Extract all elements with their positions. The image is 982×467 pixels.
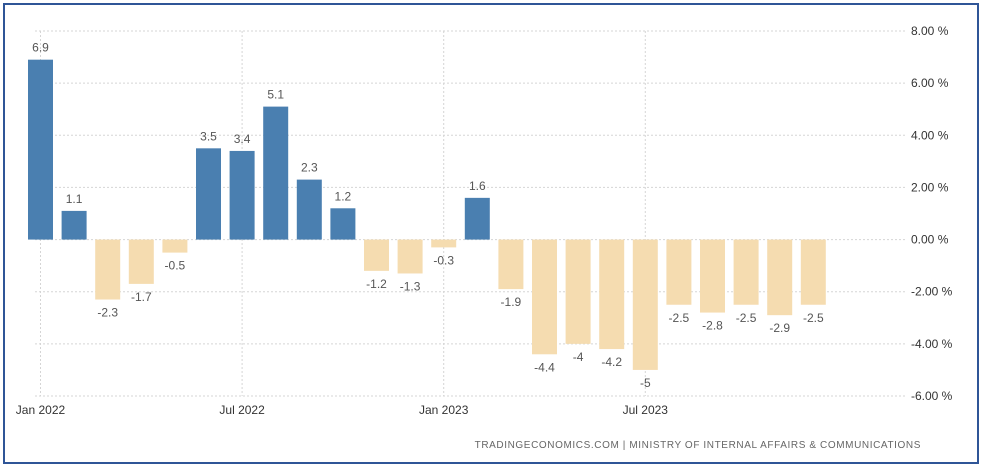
bar [431,239,457,248]
data-label: 3.5 [200,129,217,143]
bar [733,239,759,305]
data-label: -1.3 [400,279,421,293]
y-axis-tick-labels: 8.00 % 6.00 % 4.00 % 2.00 % 0.00 % -2.00 % -4.… [911,24,953,403]
bar-chart: 8.00 % 6.00 % 4.00 % 2.00 % 0.00 % -2.00 % -4.… [16,24,953,451]
y-tick-label: 0.00 % [911,233,949,247]
bar [95,239,121,300]
bar [128,239,154,284]
data-label: -2.5 [736,311,757,325]
data-label: 2.3 [301,161,318,175]
bar [532,239,557,355]
bar [498,239,524,290]
bar [700,239,725,313]
data-label: -0.3 [433,253,454,267]
data-label: 6.9 [32,41,49,55]
data-label: -2.8 [702,319,723,333]
data-label: -1.9 [501,295,522,309]
data-label: 1.1 [66,192,83,206]
bar [296,179,322,240]
data-label: -4.2 [601,355,622,369]
data-label: -2.3 [97,306,118,320]
bar [364,239,389,271]
x-axis-tick-labels: Jan 2022 Jul 2022 Jan 2023 Jul 2023 [16,403,669,417]
y-tick-label: -6.00 % [911,389,953,403]
data-label: 5.1 [267,88,284,102]
x-tick-label: Jul 2023 [623,403,669,417]
data-label: -2.9 [769,321,790,335]
bar [599,239,625,350]
bar [464,197,490,240]
bar [397,239,423,274]
data-label: -2.5 [803,311,824,325]
y-tick-label: -4.00 % [911,337,953,351]
y-tick-label: 8.00 % [911,24,949,38]
data-label: -5 [640,376,651,390]
bar [196,148,221,240]
x-tick-label: Jul 2022 [219,403,265,417]
bar [565,239,591,344]
bar [800,239,826,305]
bar [330,208,356,240]
data-label: 1.2 [335,189,352,203]
y-tick-label: 2.00 % [911,180,949,194]
data-label: 3.4 [234,132,251,146]
data-label: -1.7 [131,290,152,304]
bar [28,59,53,240]
data-label: -2.5 [669,311,690,325]
bar [767,239,793,316]
y-tick-label: 4.00 % [911,128,949,142]
x-tick-label: Jan 2023 [419,403,469,417]
data-label: -4.4 [534,360,555,374]
x-tick-label: Jan 2022 [16,403,66,417]
y-tick-label: -2.00 % [911,285,953,299]
bar [162,239,188,253]
y-tick-label: 6.00 % [911,76,949,90]
data-labels: 6.9 1.1 -2.3 -1.7 -0.5 3.5 3.4 5.1 2.3 1.2 -1.2 -1.… [32,41,824,390]
bar [229,150,255,240]
bar [263,106,289,240]
bar [61,210,87,240]
data-label: -0.5 [165,259,186,273]
data-label: 1.6 [469,179,486,193]
data-label: -1.2 [366,277,387,291]
data-label: -4 [573,350,584,364]
bar [666,239,692,305]
chart-frame: 8.00 % 6.00 % 4.00 % 2.00 % 0.00 % -2.00 % -4.… [3,3,979,464]
bars [28,59,826,370]
bar [632,239,658,370]
source-credit: TRADINGECONOMICS.COM | MINISTRY OF INTER… [475,440,921,451]
